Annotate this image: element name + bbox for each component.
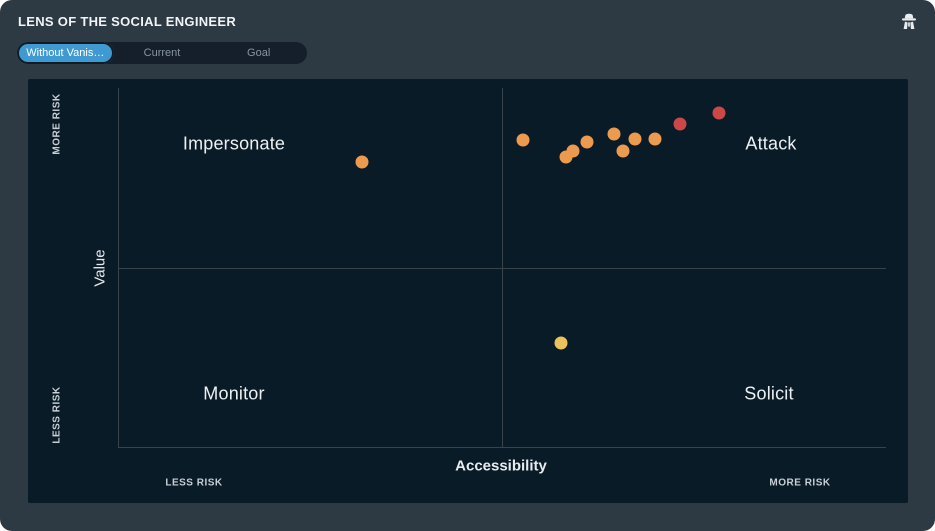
tab-goal[interactable]: Goal — [247, 47, 271, 59]
quadrant-label-impersonate: Impersonate — [182, 133, 286, 154]
scatter-point[interactable] — [580, 135, 594, 149]
scatter-point[interactable] — [628, 132, 642, 146]
spy-icon[interactable] — [896, 9, 922, 35]
scatter-point[interactable] — [355, 155, 369, 169]
x-axis-title: Accessibility — [455, 457, 547, 475]
scatter-point[interactable] — [566, 144, 580, 158]
vertical-midline — [502, 88, 503, 447]
y-axis-title: Value — [91, 249, 109, 287]
page-title: LENS OF THE SOCIAL ENGINEER — [18, 14, 237, 29]
scatter-point[interactable] — [607, 127, 621, 141]
x-axis-less-risk-label: LESS RISK — [165, 477, 223, 489]
scatter-point[interactable] — [648, 132, 662, 146]
scatter-point[interactable] — [616, 144, 630, 158]
y-axis-less-risk-label: LESS RISK — [51, 386, 63, 444]
scatter-point[interactable] — [516, 133, 530, 147]
plot-area: Impersonate Attack Monitor Solicit — [118, 88, 886, 448]
quadrant-label-monitor: Monitor — [203, 383, 265, 404]
y-axis-more-risk-label: MORE RISK — [51, 93, 63, 155]
view-tabs: Without Vanis… Current Goal — [17, 42, 307, 64]
tab-without-vanish[interactable]: Without Vanis… — [17, 42, 114, 64]
scatter-point[interactable] — [673, 117, 687, 131]
x-axis-more-risk-label: MORE RISK — [769, 477, 831, 489]
tab-current[interactable]: Current — [143, 47, 181, 59]
quadrant-label-solicit: Solicit — [744, 383, 794, 404]
horizontal-midline — [119, 268, 886, 269]
quadrant-label-attack: Attack — [745, 133, 797, 154]
quadrant-chart-card: MORE RISK Value LESS RISK Impersonate At… — [28, 79, 908, 503]
scatter-point[interactable] — [554, 336, 568, 350]
scatter-point[interactable] — [712, 106, 726, 120]
